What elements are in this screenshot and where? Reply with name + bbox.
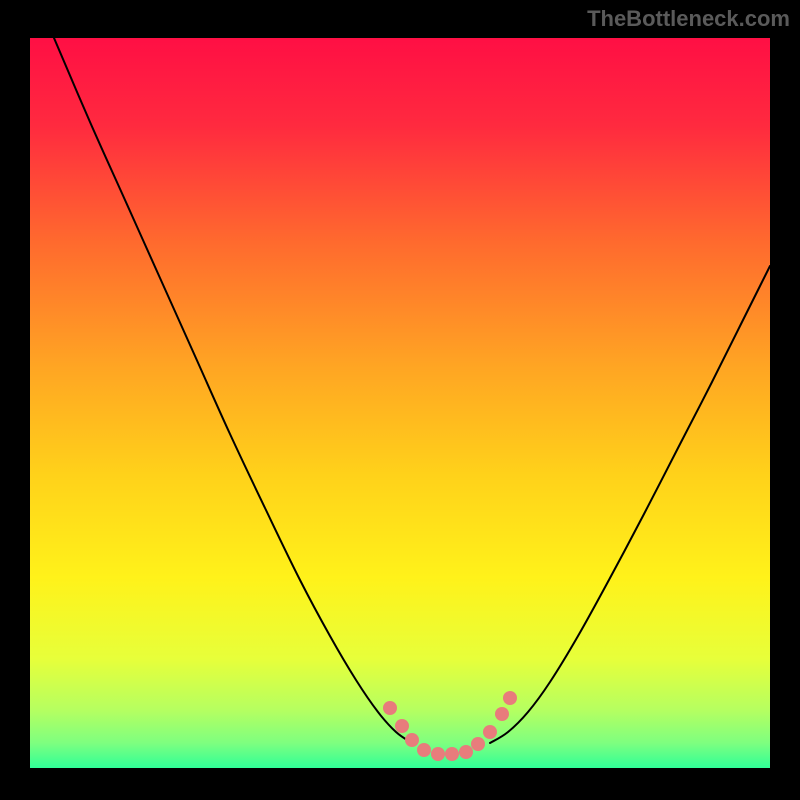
chart-frame: TheBottleneck.com (0, 0, 800, 800)
valley-dot (495, 707, 509, 721)
gradient-background (30, 38, 770, 768)
valley-dot (395, 719, 409, 733)
bottleneck-curve-chart (30, 38, 770, 768)
plot-area (30, 38, 770, 768)
valley-dot (459, 745, 473, 759)
valley-dot (483, 725, 497, 739)
valley-dot (503, 691, 517, 705)
valley-dot (431, 747, 445, 761)
valley-dot (471, 737, 485, 751)
valley-dot (417, 743, 431, 757)
valley-dot (445, 747, 459, 761)
watermark-text: TheBottleneck.com (587, 6, 790, 32)
valley-dot (405, 733, 419, 747)
valley-dot (383, 701, 397, 715)
